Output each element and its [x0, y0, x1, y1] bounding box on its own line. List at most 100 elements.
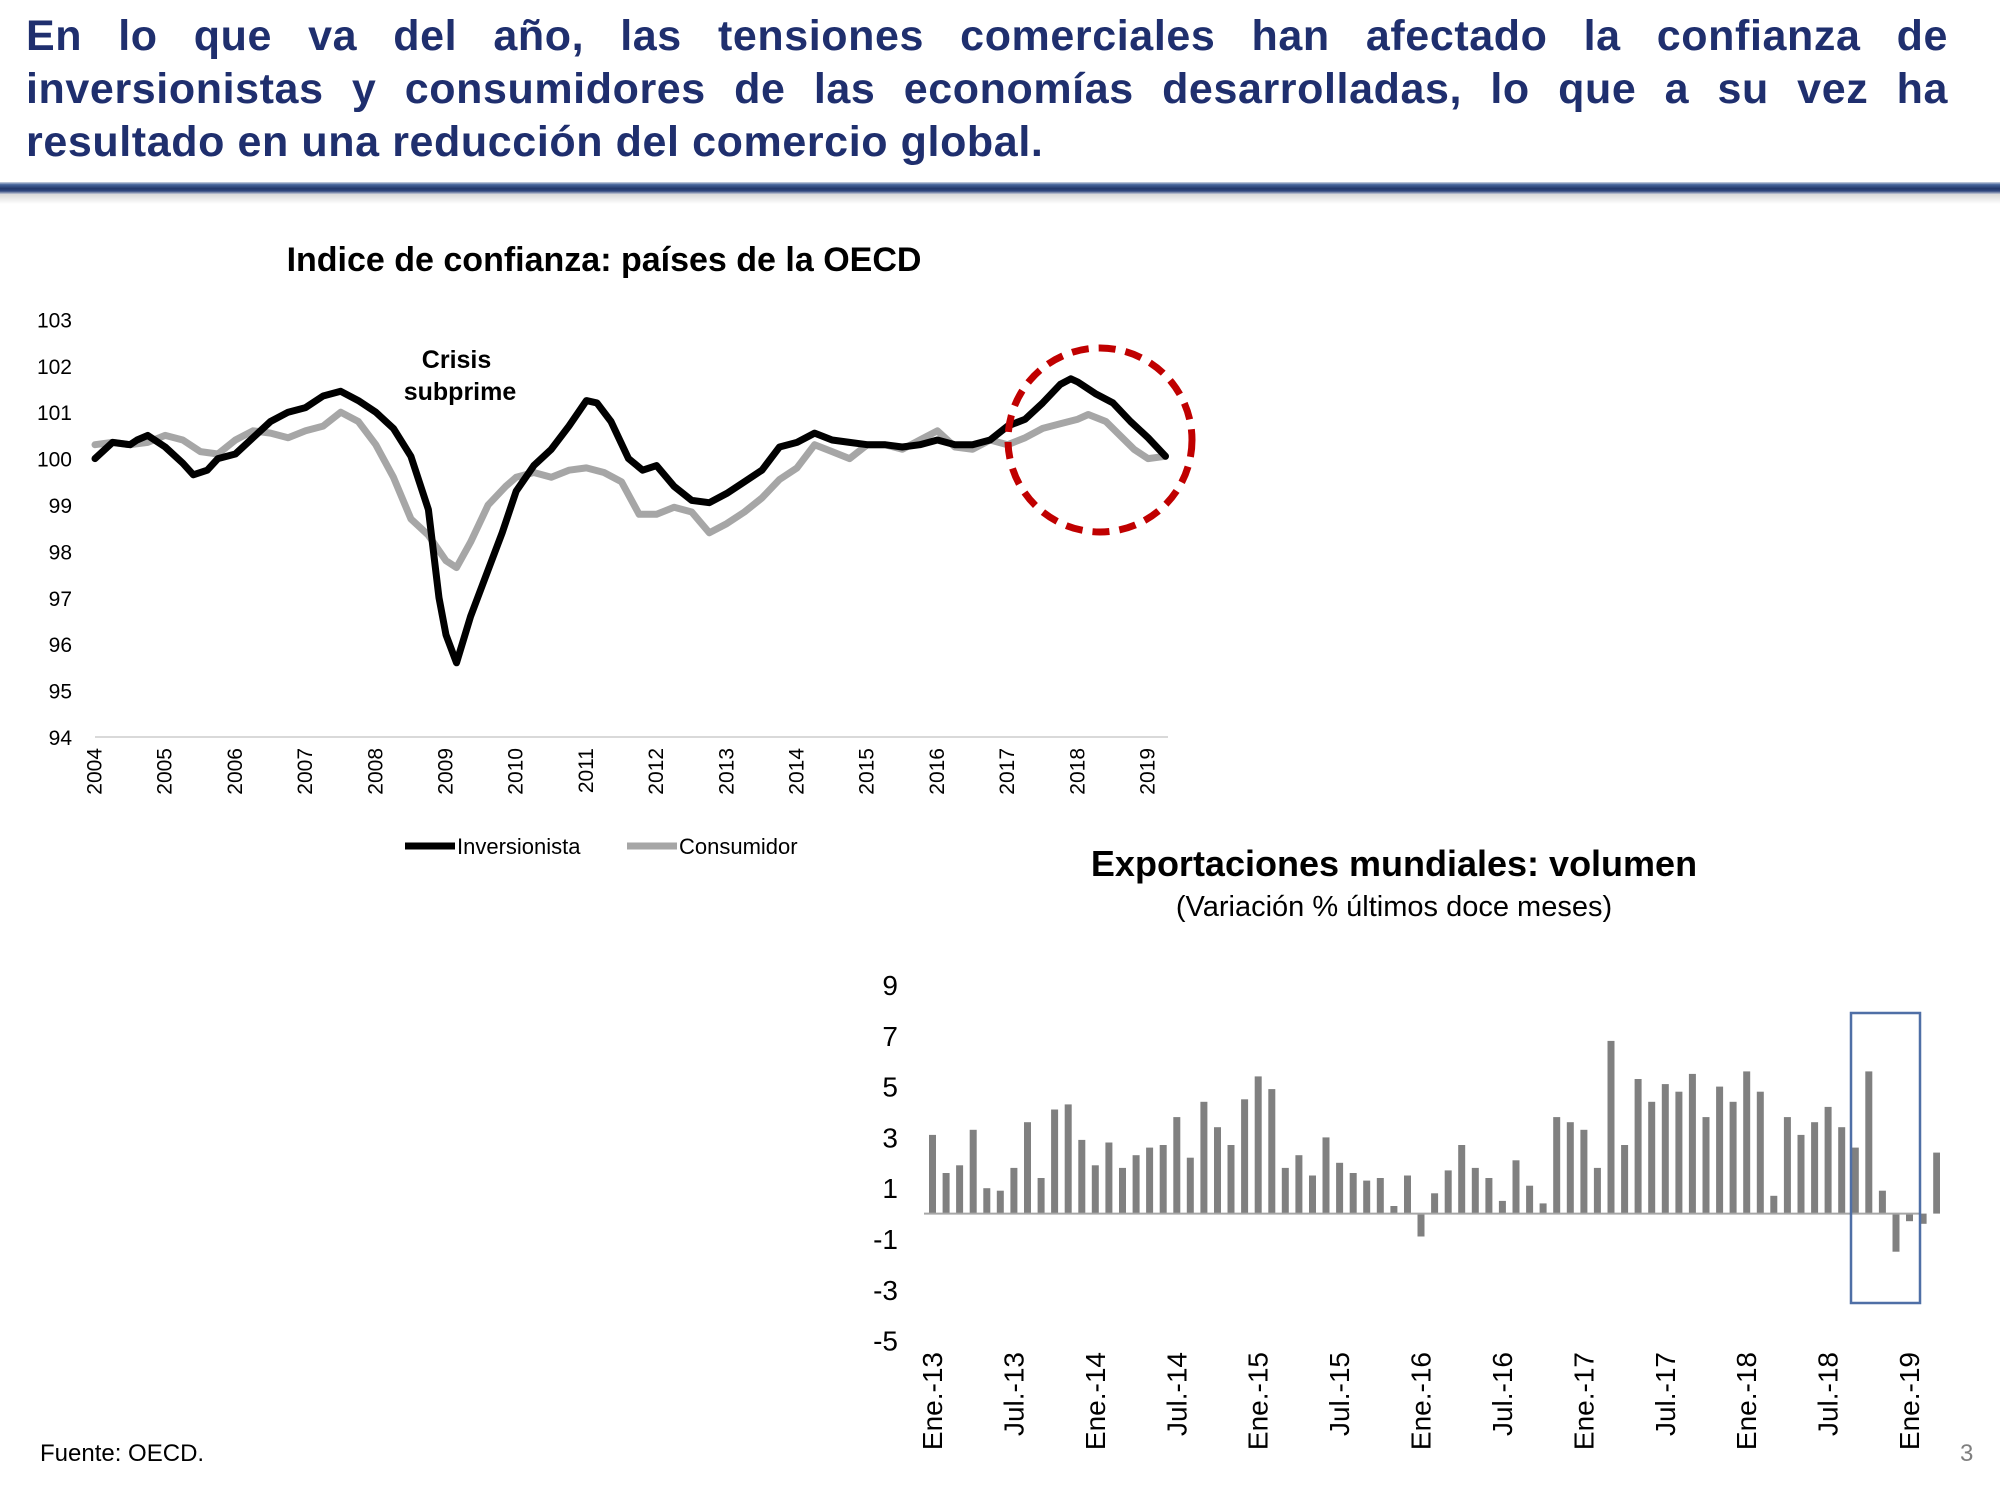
exports-x-tick: Ene.-14	[1080, 1352, 1111, 1450]
export-bar	[1756, 1091, 1764, 1214]
export-bar	[1688, 1073, 1696, 1214]
confidence-x-tick: 2019	[1137, 748, 1160, 795]
export-bar	[1241, 1099, 1249, 1214]
confidence-y-tick: 101	[37, 402, 72, 425]
export-bar	[1119, 1167, 1126, 1214]
confidence-x-tick: 2008	[364, 748, 387, 795]
exports-y-tick: 7	[882, 1021, 898, 1052]
confidence-x-tick: 2007	[294, 748, 317, 795]
export-bar	[1281, 1167, 1289, 1214]
recent-decline-highlight-circle	[1004, 344, 1196, 536]
export-bar	[1024, 1122, 1031, 1214]
export-bar	[1553, 1117, 1561, 1214]
export-bar	[1254, 1076, 1262, 1214]
exports-y-tick: 3	[882, 1122, 898, 1153]
export-bar	[996, 1190, 1004, 1214]
export-bar	[1458, 1145, 1466, 1214]
confidence-x-tick: 2005	[154, 748, 177, 795]
exports-y-tick: -3	[873, 1275, 898, 1306]
confidence-x-tick: 2015	[856, 748, 879, 795]
export-bar	[1539, 1203, 1547, 1214]
export-bar	[1607, 1040, 1615, 1214]
confidence-x-tick: 2018	[1066, 748, 1089, 795]
confidence-x-tick: 2016	[926, 748, 949, 795]
exports-x-tick: Ene.-16	[1406, 1352, 1437, 1450]
export-bar	[1743, 1071, 1751, 1214]
page-number: 3	[1960, 1440, 1974, 1467]
export-bar	[1227, 1145, 1235, 1214]
exports-x-tick: Jul.-18	[1813, 1352, 1844, 1436]
export-bar	[1010, 1167, 1018, 1214]
header-divider	[0, 182, 2000, 194]
export-bar	[1919, 1213, 1927, 1224]
export-bar	[1200, 1101, 1208, 1214]
exports-y-tick: 1	[882, 1173, 898, 1204]
export-bar	[983, 1188, 991, 1214]
exports-chart-title: Exportaciones mundiales: volumen	[1091, 843, 1697, 884]
export-bar	[1878, 1190, 1886, 1214]
export-bar	[1824, 1106, 1832, 1214]
exports-x-tick: Ene.-15	[1243, 1352, 1274, 1450]
exports-x-tick: Jul.-15	[1324, 1352, 1355, 1436]
legend-label-consumer: Consumidor	[679, 834, 798, 859]
exports-x-tick: Jul.-16	[1487, 1352, 1518, 1436]
confidence-x-tick: 2011	[575, 748, 598, 793]
export-bar	[1186, 1157, 1194, 1214]
export-bar	[1648, 1101, 1656, 1214]
confidence-y-tick: 98	[49, 541, 72, 564]
confidence-x-axis: 2004 2005 2006 2007 2008 2009 2010 2011 2012 2013…	[84, 748, 1160, 795]
confidence-x-tick: 2009	[435, 748, 458, 795]
exports-bars	[929, 1040, 1940, 1252]
export-bar	[1526, 1185, 1534, 1214]
export-bar	[1770, 1195, 1778, 1214]
export-bar	[1892, 1213, 1900, 1252]
export-bar	[1621, 1145, 1629, 1214]
legend-label-investor: Inversionista	[457, 834, 581, 859]
confidence-y-tick: 99	[49, 495, 72, 518]
recent-months-highlight-box	[1849, 1011, 1922, 1305]
confidence-y-tick: 97	[49, 588, 72, 611]
exports-x-tick: Jul.-17	[1650, 1352, 1681, 1436]
export-bar	[1091, 1165, 1099, 1214]
consumer-confidence-line	[91, 408, 1169, 572]
confidence-x-tick: 2004	[84, 748, 107, 795]
exports-y-tick: -1	[873, 1224, 898, 1255]
confidence-legend: Inversionista Consumidor	[405, 834, 798, 859]
exports-x-axis: Ene.-13 Jul.-13 Ene.-14 Jul.-14 Ene.-15 Jul.-…	[917, 1352, 1925, 1450]
confidence-y-tick: 102	[37, 356, 72, 379]
export-bar	[1431, 1193, 1439, 1214]
exports-x-tick: Ene.-13	[917, 1352, 948, 1450]
source-note: Fuente: OECD.	[40, 1440, 205, 1467]
confidence-x-tick: 2014	[786, 748, 809, 795]
exports-volume-chart: Exportaciones mundiales: volumen (Variac…	[873, 843, 1940, 1450]
export-bar	[1498, 1200, 1506, 1214]
confidence-y-axis: 103 102 101 100 99 98 97 96 95 94	[37, 309, 72, 750]
export-bar	[1173, 1117, 1181, 1214]
export-bar	[1349, 1173, 1357, 1214]
export-bar	[1078, 1139, 1086, 1214]
slide-headline: En lo que va del año, las tensiones come…	[26, 12, 1948, 166]
confidence-x-tick: 2013	[715, 748, 738, 795]
export-bar	[1634, 1079, 1642, 1214]
export-bar	[1783, 1117, 1791, 1214]
crisis-annotation-line2: subprime	[404, 378, 517, 406]
confidence-chart-title: Indice de confianza: países de la OECD	[287, 241, 922, 279]
export-bar	[1716, 1086, 1724, 1214]
exports-x-tick: Ene.-19	[1894, 1352, 1925, 1450]
export-bar	[1485, 1178, 1493, 1214]
export-bar	[969, 1129, 977, 1214]
export-bar	[1214, 1127, 1221, 1214]
export-bar	[1865, 1071, 1873, 1214]
export-bar	[1580, 1129, 1588, 1214]
exports-y-tick: 5	[882, 1072, 898, 1103]
export-bar	[1376, 1178, 1384, 1214]
header-divider-shadow	[0, 194, 2000, 204]
export-bar	[1268, 1089, 1276, 1214]
confidence-y-tick: 103	[37, 309, 72, 332]
exports-chart-subtitle: (Variación % últimos doce meses)	[1176, 891, 1612, 923]
exports-y-axis: 9 7 5 3 1 -1 -3 -5	[873, 970, 898, 1357]
exports-x-tick: Ene.-18	[1731, 1352, 1762, 1450]
export-bar	[1661, 1084, 1669, 1214]
export-bar	[1906, 1213, 1913, 1222]
confidence-index-chart: Indice de confianza: países de la OECD 1…	[37, 241, 1196, 859]
